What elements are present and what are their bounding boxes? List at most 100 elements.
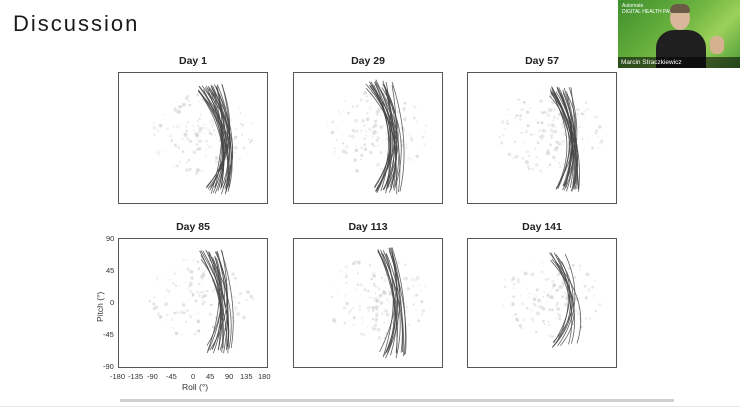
speckle (404, 146, 408, 150)
speckle (597, 135, 600, 138)
speckle (528, 167, 531, 170)
speckle (330, 130, 335, 135)
speckle (584, 101, 587, 104)
speckle (348, 313, 351, 315)
speckle (378, 293, 383, 298)
speckle (415, 275, 420, 280)
speckle (198, 117, 201, 121)
speckle (205, 139, 209, 143)
speckle (552, 119, 555, 122)
speckle (388, 292, 393, 296)
trajectory-line (555, 257, 569, 344)
speckle (546, 148, 550, 152)
speckle (546, 300, 549, 303)
speckle (189, 281, 193, 286)
trajectory-line (557, 87, 571, 189)
speckle (540, 136, 544, 140)
speckle (502, 134, 505, 137)
speckle (156, 150, 160, 154)
speckle (194, 302, 197, 304)
speckle (173, 107, 177, 112)
speckle (578, 268, 581, 271)
speckle (343, 100, 346, 102)
trajectory-line (551, 258, 573, 348)
speckle (371, 131, 376, 136)
trajectory-traces (152, 83, 254, 195)
speckle (380, 167, 384, 171)
trajectory-line (562, 89, 575, 192)
speckle (598, 116, 600, 118)
speckle (353, 158, 357, 162)
slide-title: Discussion (13, 11, 140, 36)
speckle (515, 317, 519, 322)
trajectory-line (383, 84, 395, 189)
trajectory-plot (467, 238, 617, 368)
speckle (351, 129, 355, 132)
speckle (188, 299, 190, 301)
speckle (335, 139, 338, 141)
speckle (379, 301, 384, 305)
speckle (415, 309, 417, 311)
speckle (161, 275, 163, 278)
speckle (564, 302, 567, 304)
speckle (584, 296, 588, 300)
speckle (196, 168, 200, 172)
speckle (372, 274, 377, 278)
speckle (173, 272, 176, 275)
y-tick: 90 (106, 234, 115, 243)
speckle (375, 305, 379, 310)
speckle (514, 313, 517, 316)
speckle (164, 302, 169, 307)
presenter-hand (710, 36, 724, 54)
speckle (374, 317, 379, 322)
x-tick: -135 (128, 372, 144, 381)
speckle (531, 261, 534, 263)
speckle (547, 123, 551, 127)
speckle (571, 263, 575, 267)
speckle (594, 115, 598, 119)
presenter-video[interactable]: Automate DIGITAL HEALTH PARTNERS Marcin … (618, 0, 740, 68)
speckle (174, 331, 179, 336)
speckle (375, 139, 379, 143)
speckle (412, 116, 415, 118)
speckle (175, 311, 179, 314)
speckle (383, 309, 386, 313)
speckle (339, 112, 342, 115)
speckle (536, 140, 538, 142)
speckle (545, 151, 550, 156)
speckle (420, 300, 424, 304)
speckle (512, 287, 515, 289)
speckle (201, 296, 205, 300)
speckle (423, 131, 426, 134)
speckle (403, 277, 407, 281)
speckle (366, 325, 368, 328)
speckle (406, 292, 408, 294)
speckle (368, 309, 371, 312)
x-tick: 135 (240, 372, 253, 381)
speckle (176, 124, 180, 129)
speckle (193, 313, 196, 316)
speckle (383, 278, 387, 283)
speckle (402, 128, 406, 132)
speckle (556, 278, 558, 280)
speckle (218, 141, 220, 143)
speckle (345, 301, 349, 306)
speckle (249, 294, 254, 299)
speckle (372, 310, 375, 313)
speckle (183, 311, 186, 315)
speckle (413, 303, 415, 305)
speckle (564, 291, 568, 295)
speckle (190, 276, 194, 280)
speckle (386, 154, 388, 156)
speckle (530, 133, 533, 136)
speckle (363, 147, 368, 151)
speckle (556, 117, 560, 120)
speckle (360, 294, 362, 297)
speckle (374, 284, 377, 288)
speckle (561, 159, 564, 161)
speckle (361, 322, 364, 325)
speckle (193, 332, 197, 336)
speckle (548, 308, 552, 312)
speckle (152, 122, 155, 125)
horizontal-scrollbar[interactable] (120, 399, 674, 402)
